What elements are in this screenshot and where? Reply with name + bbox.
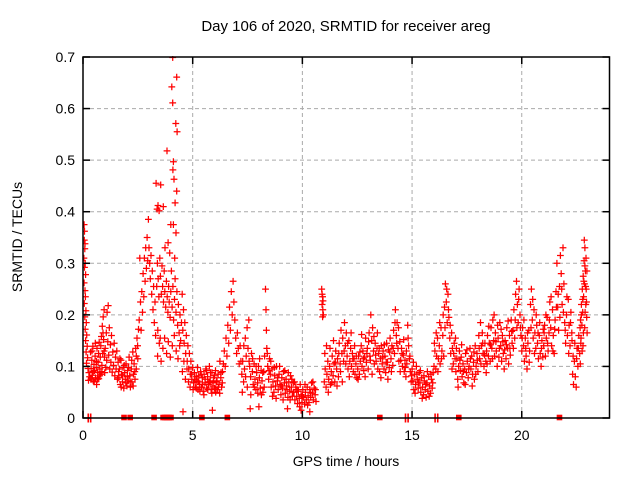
y-tick-label: 0.4 xyxy=(56,204,76,220)
y-tick-label: 0.7 xyxy=(56,49,76,65)
y-tick-label: 0.2 xyxy=(56,307,76,323)
y-tick-label: 0.3 xyxy=(56,255,76,271)
y-axis-label: SRMTID / TECUs xyxy=(9,182,25,292)
y-tick-label: 0.6 xyxy=(56,101,76,117)
tick-labels-layer: 0 0.1 0.2 0.3 0.4 0.5 0.6 0.7 0 5 10 15 20 xyxy=(56,49,530,443)
y-tick-label: 0 xyxy=(67,410,75,426)
y-tick-label: 0.5 xyxy=(56,152,76,168)
x-tick-label: 20 xyxy=(514,427,530,443)
x-axis-label: GPS time / hours xyxy=(293,453,400,469)
scatter-points-layer xyxy=(83,56,591,416)
scatter-points-SRMTID xyxy=(83,56,591,416)
chart-title: Day 106 of 2020, SRMTID for receiver are… xyxy=(201,18,490,35)
x-tick-label: 15 xyxy=(404,427,420,443)
x-tick-label: 5 xyxy=(189,427,197,443)
y-tick-label: 0.1 xyxy=(56,358,76,374)
x-tick-label: 10 xyxy=(295,427,311,443)
x-tick-label: 0 xyxy=(79,427,87,443)
grid-layer xyxy=(83,57,610,418)
plot-border xyxy=(82,56,611,419)
